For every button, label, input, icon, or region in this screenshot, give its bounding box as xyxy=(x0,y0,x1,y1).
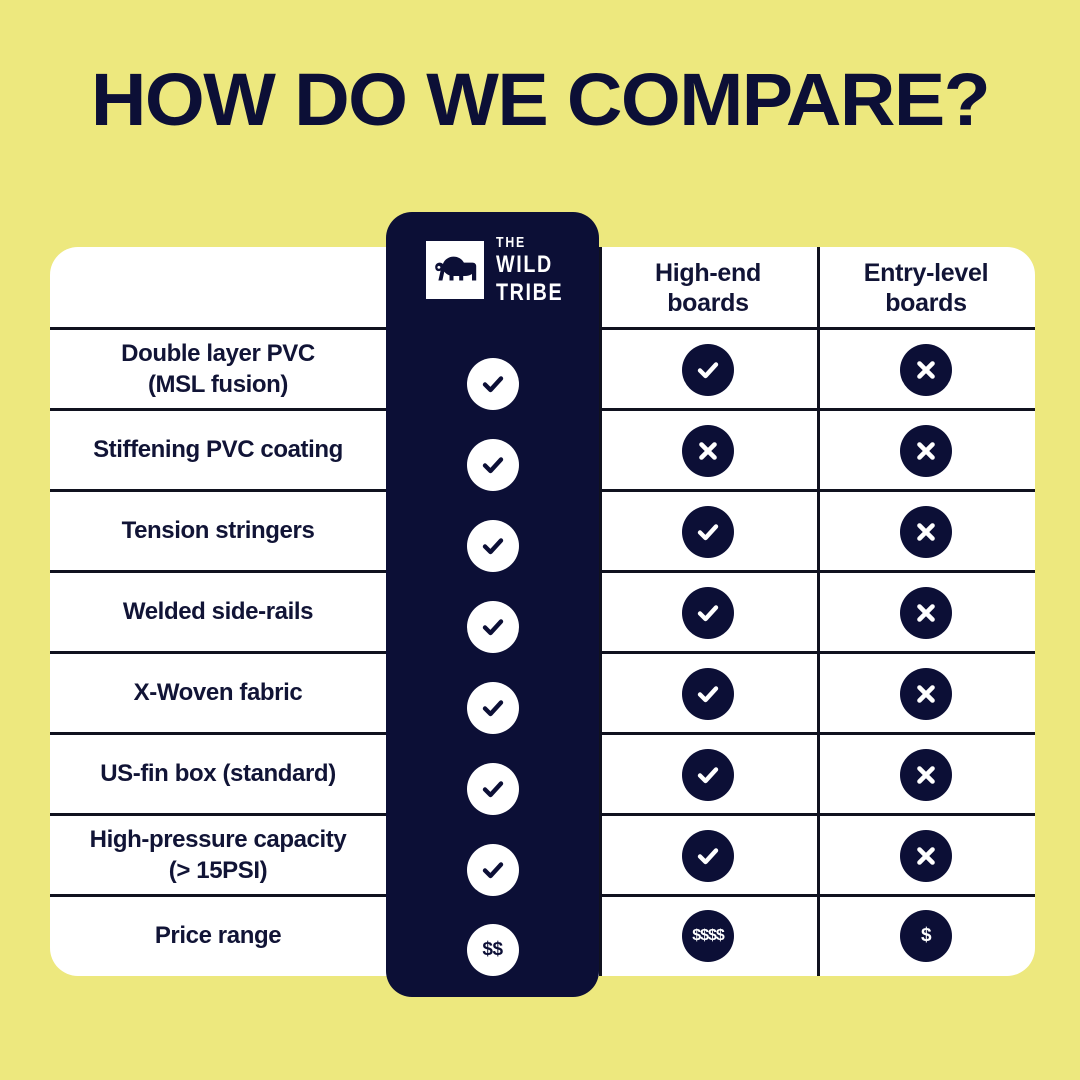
cell-entry-level xyxy=(817,329,1035,410)
bear-icon xyxy=(426,241,484,300)
check-icon xyxy=(682,667,734,720)
header-entry-level-line2: boards xyxy=(885,289,967,317)
row-label-line2: (MSL fusion) xyxy=(147,370,289,398)
cell-high-end xyxy=(599,491,817,572)
check-icon xyxy=(682,505,734,558)
cross-icon xyxy=(900,505,952,558)
row-label: Stiffening PVC coating xyxy=(50,410,386,491)
cell-high-end xyxy=(599,410,817,491)
column-divider xyxy=(817,247,820,976)
brand-wordmark: THE WILD TRIBE xyxy=(496,234,578,307)
price-value: $ xyxy=(920,925,932,946)
cell-entry-level xyxy=(817,653,1035,734)
row-label: Tension stringers xyxy=(50,491,386,572)
cell-ours-mark xyxy=(386,424,599,505)
cross-icon xyxy=(900,667,952,720)
cell-high-end xyxy=(599,815,817,896)
row-label: US-fin box (standard) xyxy=(50,734,386,815)
cell-high-end: $$$$ xyxy=(599,896,817,976)
check-icon xyxy=(466,519,519,572)
header-entry-level-line1: Entry-level xyxy=(863,258,989,287)
cell-ours-mark xyxy=(386,586,599,667)
check-icon xyxy=(682,829,734,882)
cross-icon xyxy=(682,424,734,477)
cell-high-end xyxy=(599,734,817,815)
price-badge: $$$$ xyxy=(682,910,734,962)
page-title: HOW DO WE COMPARE? xyxy=(90,58,991,141)
cell-entry-level xyxy=(817,734,1035,815)
row-label-line1: High-pressure capacity xyxy=(89,825,347,853)
check-icon xyxy=(466,843,519,896)
cell-ours-mark xyxy=(386,829,599,910)
row-label-line1: Double layer PVC xyxy=(121,339,315,367)
cross-icon xyxy=(900,424,952,477)
check-icon xyxy=(682,343,734,396)
column-divider xyxy=(599,247,602,976)
row-label: Welded side-rails xyxy=(50,572,386,653)
cross-icon xyxy=(900,748,952,801)
check-icon xyxy=(466,600,519,653)
cell-entry-level xyxy=(817,410,1035,491)
row-label-line1: Tension stringers xyxy=(121,517,315,545)
check-icon xyxy=(682,586,734,639)
cell-entry-level: $ xyxy=(817,896,1035,976)
row-label-line1: Welded side-rails xyxy=(122,598,314,626)
cell-entry-level xyxy=(817,491,1035,572)
price-badge: $ xyxy=(900,910,952,962)
header-high-end-line2: boards xyxy=(667,289,749,317)
check-icon xyxy=(466,681,519,734)
cross-icon xyxy=(900,586,952,639)
header-cell-feature xyxy=(50,247,386,329)
row-label-line2: (> 15PSI) xyxy=(168,856,268,884)
row-label-line1: Stiffening PVC coating xyxy=(93,436,343,464)
row-label-line1: X-Woven fabric xyxy=(133,679,303,707)
row-label-line1: US-fin box (standard) xyxy=(100,760,336,788)
price-value: $$$$ xyxy=(692,927,725,944)
cell-high-end xyxy=(599,329,817,410)
wordmark-line-wild: WILD xyxy=(496,251,553,279)
row-label-line1: Price range xyxy=(154,921,282,949)
row-label: Double layer PVC (MSL fusion) xyxy=(50,329,386,410)
wordmark-line-the: THE xyxy=(496,234,527,251)
cell-entry-level xyxy=(817,815,1035,896)
check-icon xyxy=(466,762,519,815)
row-label: Price range xyxy=(50,896,386,976)
table-header-row: High-end boards Entry-level boards xyxy=(50,247,1035,329)
row-label: X-Woven fabric xyxy=(50,653,386,734)
row-label: High-pressure capacity (> 15PSI) xyxy=(50,815,386,896)
check-icon xyxy=(466,357,519,410)
cell-high-end xyxy=(599,572,817,653)
header-cell-entry-level: Entry-level boards xyxy=(817,247,1035,329)
price-value: $$ xyxy=(482,939,503,960)
cell-entry-level xyxy=(817,572,1035,653)
cell-ours-mark xyxy=(386,748,599,829)
brand-logo: THE WILD TRIBE xyxy=(426,234,578,307)
highlighted-column-ours: THE WILD TRIBE xyxy=(386,212,599,997)
cell-ours-price: $$ xyxy=(386,910,599,990)
cell-ours-mark xyxy=(386,505,599,586)
cell-high-end xyxy=(599,653,817,734)
cell-ours-mark xyxy=(386,343,599,424)
cross-icon xyxy=(900,343,952,396)
header-high-end-line1: High-end xyxy=(655,258,761,287)
cell-ours-mark xyxy=(386,667,599,748)
price-badge: $$ xyxy=(466,924,519,976)
highlighted-column-marks: $$ xyxy=(386,212,599,997)
check-icon xyxy=(466,438,519,491)
check-icon xyxy=(682,748,734,801)
wordmark-line-tribe: TRIBE xyxy=(496,279,564,307)
cross-icon xyxy=(900,829,952,882)
header-cell-high-end: High-end boards xyxy=(599,247,817,329)
